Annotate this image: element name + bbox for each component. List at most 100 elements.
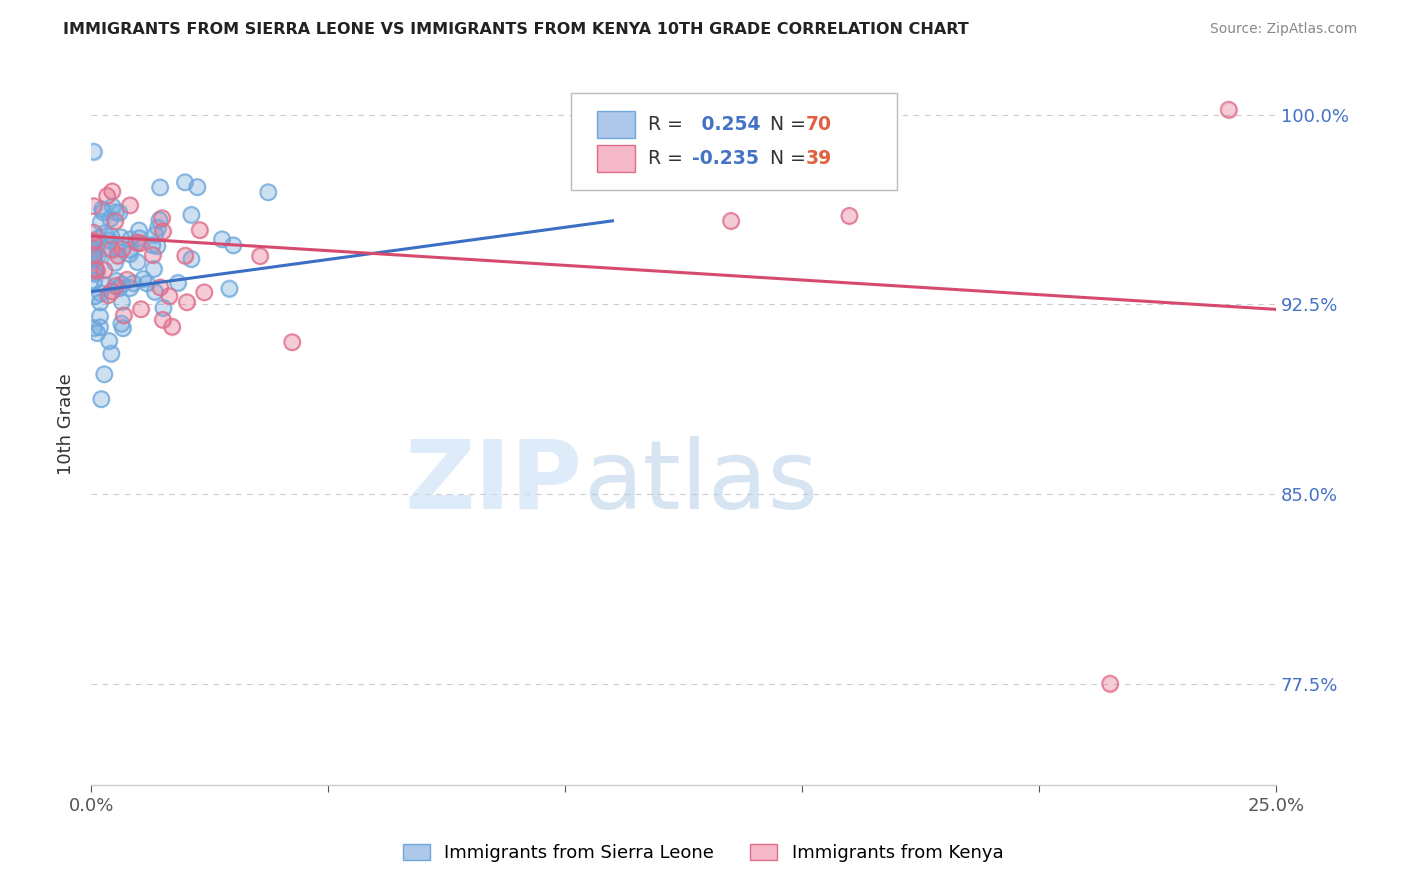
Point <box>86 264 108 278</box>
Point <box>93 241 115 255</box>
Point <box>89 286 111 301</box>
Point <box>141 238 163 252</box>
Point <box>98 211 121 226</box>
Point <box>112 309 135 323</box>
Point <box>98 233 121 247</box>
Point <box>149 180 172 194</box>
Point <box>87 249 110 263</box>
Point <box>83 199 105 213</box>
Text: R =: R = <box>648 149 689 168</box>
Point <box>188 223 211 237</box>
Point <box>150 211 173 226</box>
Point <box>107 248 129 262</box>
Point <box>128 231 150 245</box>
Point <box>100 346 122 360</box>
Point <box>83 234 105 248</box>
Point <box>89 310 111 324</box>
Point <box>83 248 105 262</box>
Point <box>222 238 245 252</box>
Point <box>110 317 132 331</box>
Point <box>97 288 120 302</box>
Point <box>83 274 105 288</box>
Point <box>152 301 174 315</box>
Text: 0.254: 0.254 <box>696 115 761 134</box>
Point <box>83 252 105 267</box>
Point <box>84 245 107 260</box>
Point <box>174 249 197 263</box>
Point <box>83 235 105 250</box>
Point <box>98 334 121 348</box>
Point <box>108 281 131 295</box>
Point <box>105 240 128 254</box>
Point <box>118 243 141 257</box>
Point <box>157 289 180 303</box>
Point <box>86 326 108 340</box>
Point <box>83 248 105 262</box>
Point <box>120 232 142 246</box>
Point <box>98 233 121 247</box>
Point <box>180 208 202 222</box>
Point <box>94 278 117 293</box>
Point <box>143 227 166 242</box>
Point <box>107 248 129 262</box>
Point <box>176 295 198 310</box>
Point <box>143 285 166 299</box>
Point <box>101 185 124 199</box>
Y-axis label: 10th Grade: 10th Grade <box>58 374 75 475</box>
Point <box>111 242 134 256</box>
Point <box>838 209 860 223</box>
Point <box>111 294 134 309</box>
Point <box>118 243 141 257</box>
Point <box>108 205 131 219</box>
Point <box>100 285 122 299</box>
Point <box>98 211 121 226</box>
Point <box>91 205 114 219</box>
Point <box>146 220 169 235</box>
Point <box>83 252 105 267</box>
Point <box>105 240 128 254</box>
Legend: Immigrants from Sierra Leone, Immigrants from Kenya: Immigrants from Sierra Leone, Immigrants… <box>395 837 1011 870</box>
Point <box>104 255 127 269</box>
Point <box>157 289 180 303</box>
Point <box>1099 676 1122 690</box>
Point <box>222 238 245 252</box>
Point <box>105 274 128 288</box>
Point <box>89 310 111 324</box>
Point <box>87 231 110 245</box>
Point <box>118 198 141 212</box>
Point <box>110 230 132 244</box>
Point <box>128 223 150 237</box>
Point <box>211 232 233 246</box>
Point <box>125 235 148 250</box>
Point <box>118 281 141 295</box>
Point <box>143 285 166 299</box>
Point <box>142 248 165 262</box>
Point <box>96 189 118 203</box>
Point <box>104 214 127 228</box>
Point <box>90 392 112 406</box>
Point <box>128 223 150 237</box>
Point <box>101 200 124 214</box>
Point <box>110 277 132 292</box>
Point <box>98 334 121 348</box>
Text: 70: 70 <box>806 115 831 134</box>
Point <box>104 214 127 228</box>
Point <box>93 368 115 382</box>
Point <box>110 317 132 331</box>
Point <box>129 302 152 317</box>
Point <box>142 248 165 262</box>
Point <box>720 214 742 228</box>
Point <box>93 263 115 277</box>
Point <box>160 319 183 334</box>
Point <box>83 250 105 264</box>
Text: atlas: atlas <box>583 435 818 529</box>
Point <box>112 309 135 323</box>
Point <box>135 277 157 291</box>
Point <box>257 186 280 200</box>
Point <box>838 209 860 223</box>
Point <box>160 319 183 334</box>
Point <box>90 215 112 229</box>
Point <box>83 274 105 288</box>
Point <box>83 145 105 159</box>
Point <box>83 321 105 335</box>
